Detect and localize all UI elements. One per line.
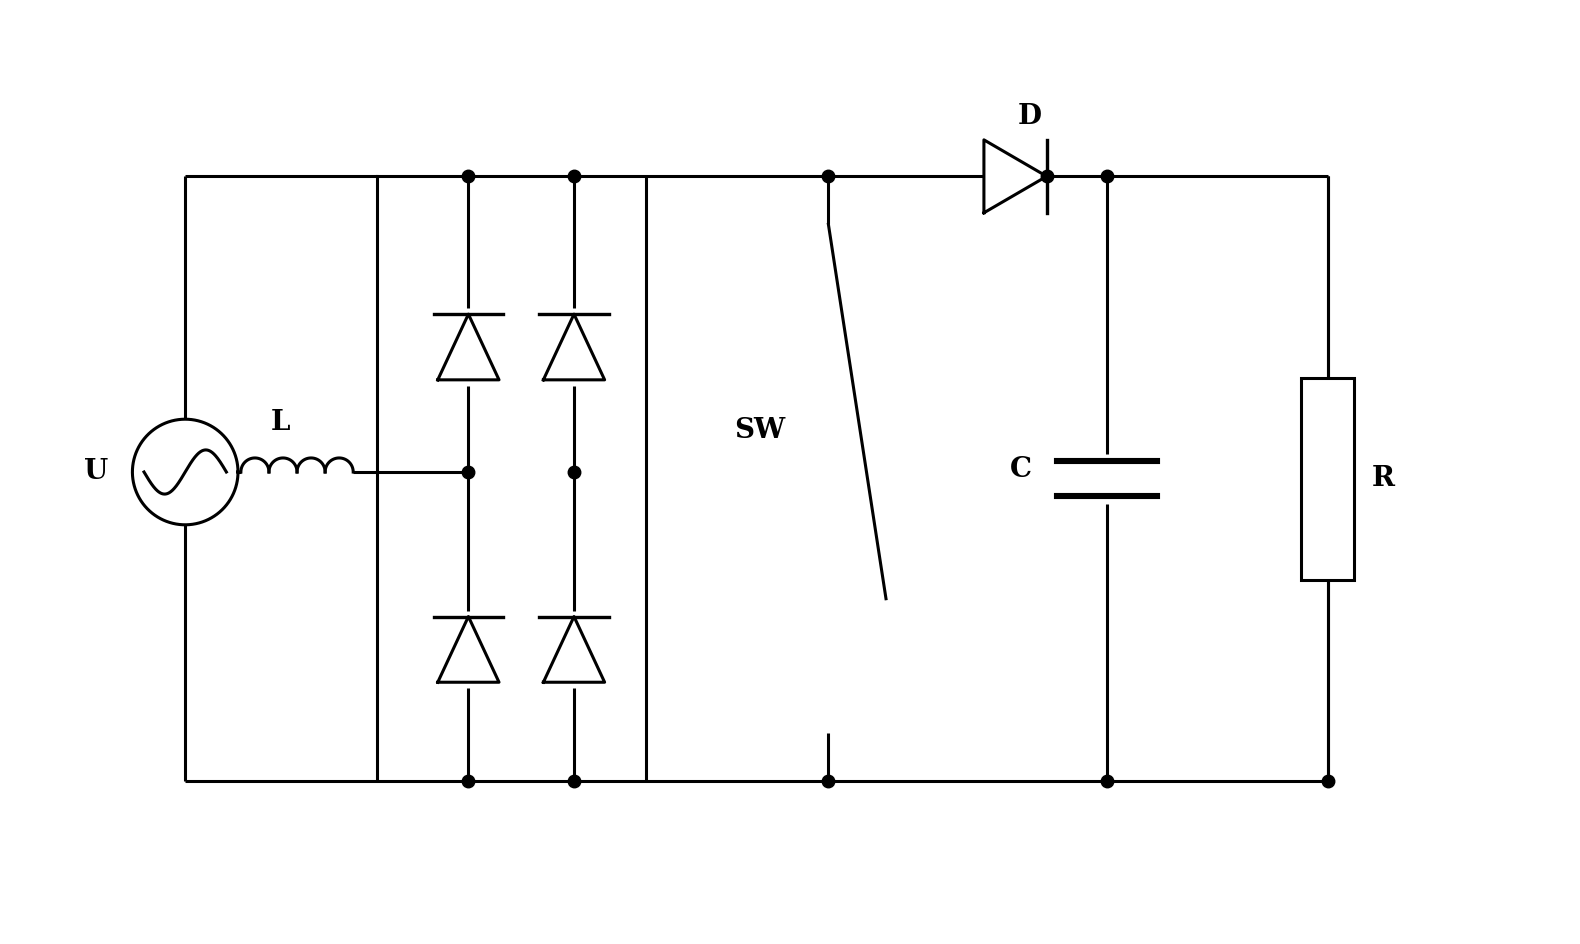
Bar [1300, 378, 1354, 580]
Text: L: L [270, 409, 291, 435]
Text: SW: SW [733, 417, 785, 445]
Text: U: U [84, 459, 107, 485]
Text: R: R [1371, 465, 1395, 492]
Text: D: D [1018, 103, 1041, 130]
Text: C: C [1010, 456, 1032, 482]
